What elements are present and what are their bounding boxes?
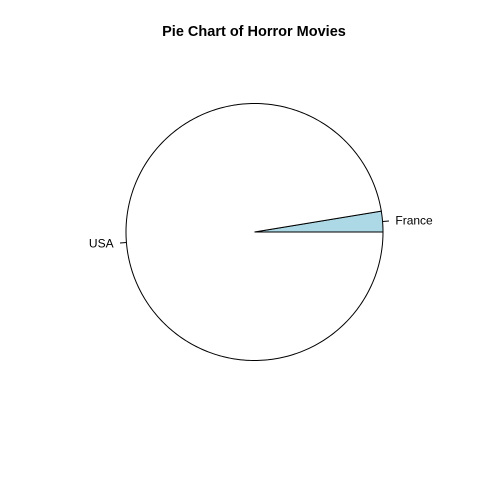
pie-slices [125, 102, 384, 362]
slice-label-usa: USA [89, 237, 114, 251]
label-tick-france [382, 220, 390, 223]
label-tick-usa [119, 241, 127, 244]
pie-slice-usa [125, 102, 384, 362]
chart-title: Pie Chart of Horror Movies [162, 24, 346, 40]
slice-label-france: France [395, 213, 433, 227]
pie-labels: France USA [89, 213, 433, 250]
